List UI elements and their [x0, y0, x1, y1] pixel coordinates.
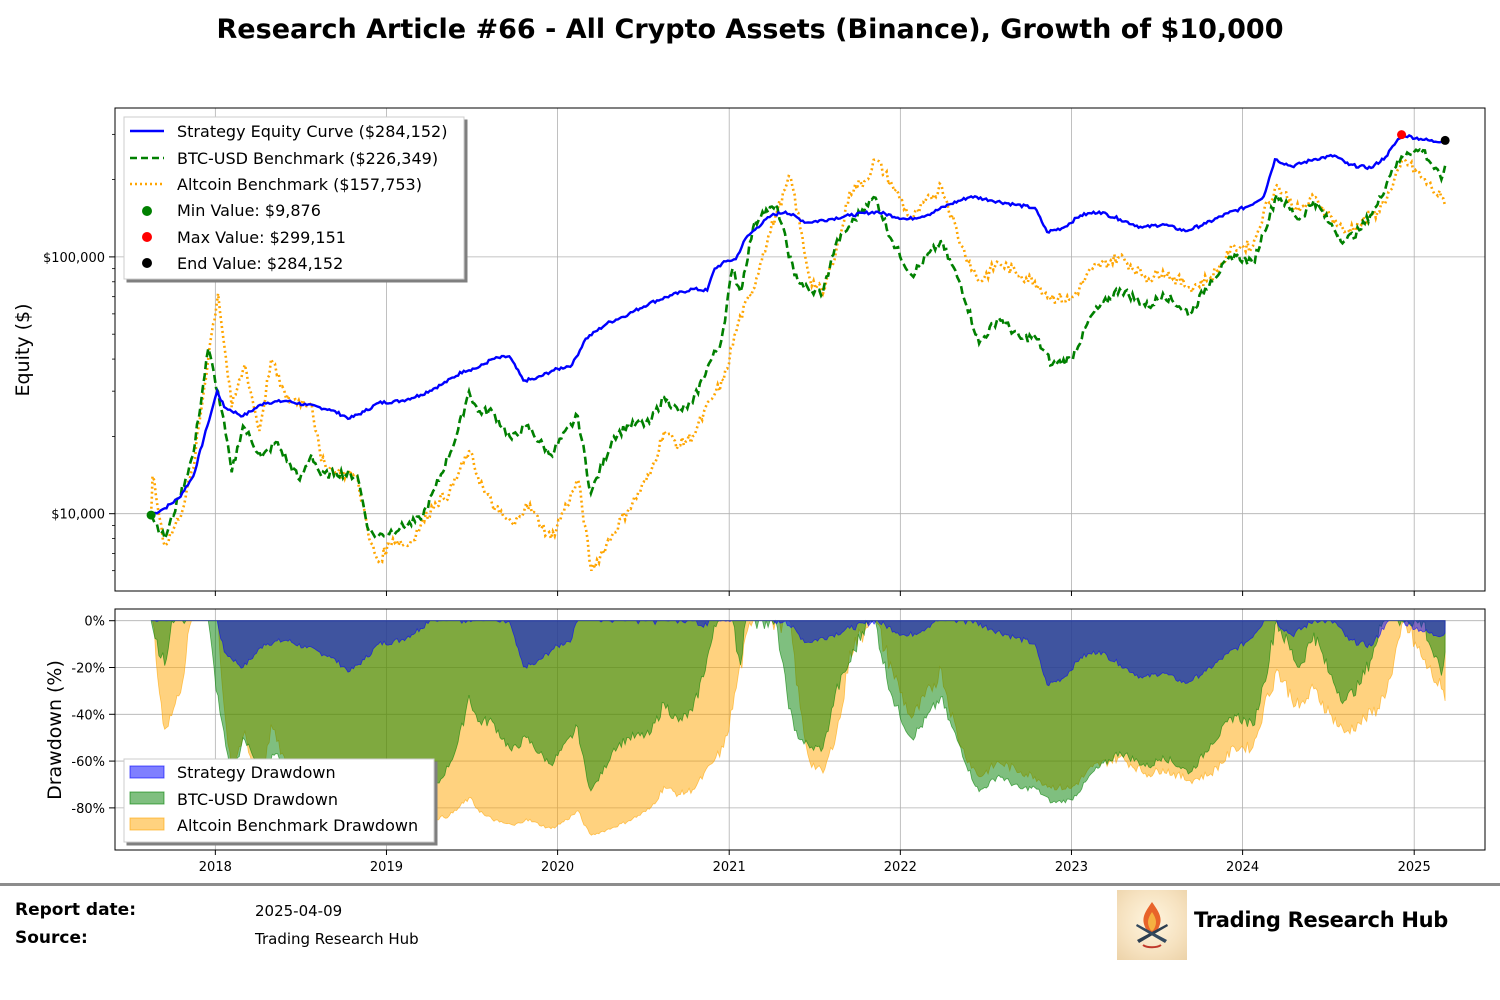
strategy-equity-line — [150, 133, 1446, 517]
drawdown-legend: Strategy Drawdown BTC-USD Drawdown Altco… — [123, 758, 435, 843]
legend-strategy-dd-label: Strategy Drawdown — [177, 763, 336, 782]
equity-legend-box — [123, 116, 465, 280]
min-value-marker — [146, 510, 156, 520]
strategy-drawdown-area — [150, 619, 1446, 687]
x-tick-label: 2021 — [713, 860, 746, 875]
legend-altcoin-dd-label: Altcoin Benchmark Drawdown — [177, 816, 418, 835]
x-tick-label: 2019 — [370, 860, 403, 875]
x-tick-label: 2023 — [1055, 860, 1088, 875]
source-label: Source: — [15, 928, 88, 948]
drawdown-y-tick-label: -40% — [71, 708, 105, 723]
drawdown-y-tick-label: -20% — [71, 661, 105, 676]
drawdown-y-tick-label: 0% — [84, 615, 105, 630]
legend-end-label: End Value: $284,152 — [177, 254, 343, 273]
brand-name: Trading Research Hub — [1194, 908, 1449, 932]
drawdown-y-label: Drawdown (%) — [44, 660, 66, 800]
equity-legend: Strategy Equity Curve ($284,152) BTC-USD… — [123, 116, 465, 280]
equity-markers — [146, 130, 1450, 520]
drawdown-y-ticks: 0% -20% -40% -60% -80% — [71, 615, 115, 817]
drawdown-x-ticks: 2018 2019 2020 2021 2022 2023 2024 2025 — [199, 850, 1431, 875]
flame-quill-icon — [1136, 902, 1168, 949]
brand-logo — [1117, 890, 1187, 960]
footer-divider — [0, 883, 1500, 886]
drawdown-y-tick-label: -60% — [71, 755, 105, 770]
legend-strategy-label: Strategy Equity Curve ($284,152) — [177, 122, 447, 141]
equity-y-label: Equity ($) — [12, 303, 34, 396]
drawdown-y-tick-label: -80% — [71, 802, 105, 817]
x-tick-label: 2020 — [541, 860, 574, 875]
legend-min-swatch — [142, 206, 152, 216]
charts-canvas: $10,000 $100,000 Equity ($) Strategy Equi… — [12, 107, 1486, 875]
legend-altcoin-dd-swatch — [129, 817, 165, 831]
equity-y-tick-label: $100,000 — [43, 251, 105, 266]
legend-min-label: Min Value: $9,876 — [177, 201, 321, 220]
legend-altcoin-label: Altcoin Benchmark ($157,753) — [177, 175, 422, 194]
legend-end-swatch — [142, 258, 152, 268]
equity-y-tick-label: $10,000 — [51, 508, 105, 523]
legend-strategy-dd-swatch — [129, 765, 165, 779]
legend-max-swatch — [142, 232, 152, 242]
chart-title: Research Article #66 - All Crypto Assets… — [216, 14, 1284, 45]
x-tick-label: 2024 — [1226, 860, 1259, 875]
equity-plot-frame — [114, 107, 1486, 592]
equity-chart: $10,000 $100,000 Equity ($) Strategy Equi… — [12, 107, 1486, 596]
legend-btc-dd-swatch — [129, 791, 165, 805]
equity-y-ticks: $10,000 $100,000 — [43, 251, 115, 523]
end-value-marker — [1440, 135, 1450, 145]
x-tick-label: 2025 — [1398, 860, 1431, 875]
report-date-label: Report date: — [15, 900, 136, 920]
btc-benchmark-line — [149, 147, 1447, 543]
x-tick-label: 2018 — [199, 860, 232, 875]
drawdown-chart: 0%-20%-40%-60%-80% 2018 2019 2020 2021 2022 2… — [44, 608, 1486, 875]
max-value-marker — [1397, 130, 1407, 140]
drawdown-plot-frame — [114, 608, 1486, 851]
x-tick-label: 2022 — [884, 860, 917, 875]
equity-series — [149, 133, 1447, 573]
legend-btc-label: BTC-USD Benchmark ($226,349) — [177, 149, 438, 168]
legend-btc-dd-label: BTC-USD Drawdown — [177, 790, 338, 809]
report-date-value: 2025-04-09 — [255, 902, 343, 920]
drawdown-legend-box — [123, 758, 435, 843]
source-value: Trading Research Hub — [255, 930, 419, 948]
legend-max-label: Max Value: $299,151 — [177, 228, 346, 247]
